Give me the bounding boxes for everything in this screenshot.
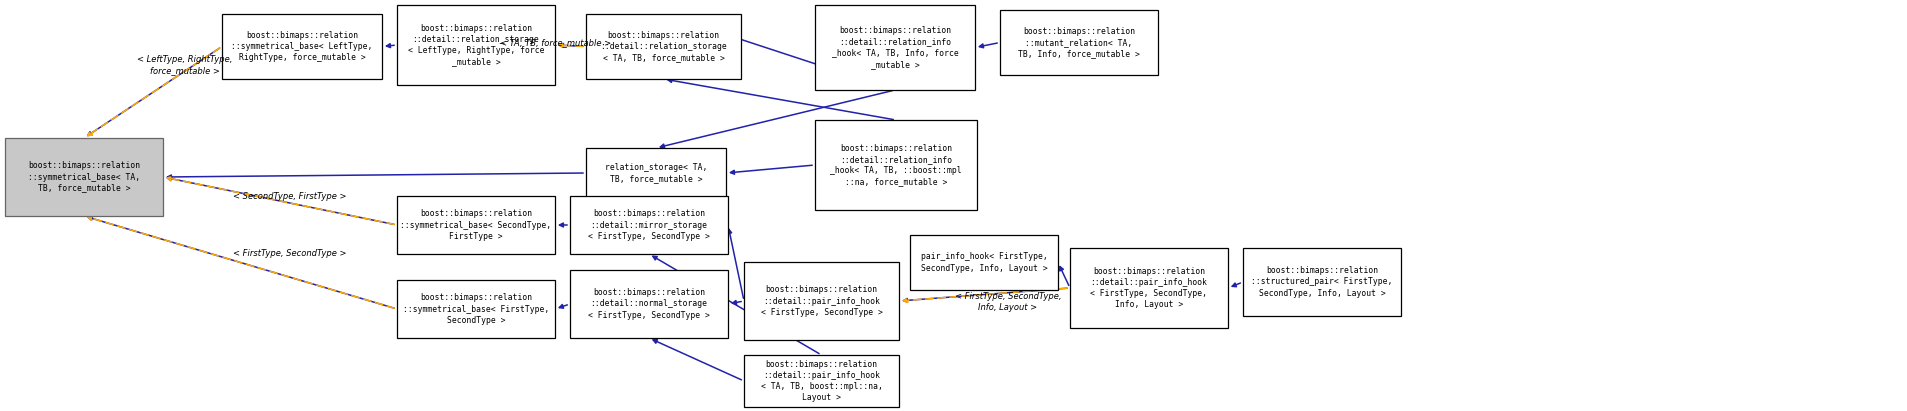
FancyBboxPatch shape xyxy=(910,235,1058,290)
Text: < TA, TB, force_mutable >: < TA, TB, force_mutable > xyxy=(500,39,612,48)
Text: boost::bimaps::relation
::symmetrical_base< SecondType,
FirstType >: boost::bimaps::relation ::symmetrical_ba… xyxy=(400,209,551,240)
FancyBboxPatch shape xyxy=(814,5,974,90)
FancyBboxPatch shape xyxy=(744,355,898,407)
Text: < LeftType, RightType,
force_mutable >: < LeftType, RightType, force_mutable > xyxy=(137,55,233,75)
FancyBboxPatch shape xyxy=(1070,248,1228,328)
FancyBboxPatch shape xyxy=(221,14,381,79)
Text: boost::bimaps::relation
::symmetrical_base< FirstType,
SecondType >: boost::bimaps::relation ::symmetrical_ba… xyxy=(402,293,549,325)
Text: boost::bimaps::relation
::detail::relation_info
_hook< TA, TB, ::boost::mpl
::na: boost::bimaps::relation ::detail::relati… xyxy=(830,144,961,186)
Text: boost::bimaps::relation
::mutant_relation< TA,
TB, Info, force_mutable >: boost::bimaps::relation ::mutant_relatio… xyxy=(1018,27,1138,58)
Text: boost::bimaps::relation
::detail::mirror_storage
< FirstType, SecondType >: boost::bimaps::relation ::detail::mirror… xyxy=(587,209,709,240)
Text: pair_info_hook< FirstType,
SecondType, Info, Layout >: pair_info_hook< FirstType, SecondType, I… xyxy=(921,252,1047,272)
Text: boost::bimaps::relation
::symmetrical_base< TA,
TB, force_mutable >: boost::bimaps::relation ::symmetrical_ba… xyxy=(29,162,139,193)
Text: < FirstType, SecondType >: < FirstType, SecondType > xyxy=(233,249,347,259)
FancyBboxPatch shape xyxy=(585,14,740,79)
FancyBboxPatch shape xyxy=(999,10,1158,75)
FancyBboxPatch shape xyxy=(814,120,976,210)
Text: boost::bimaps::relation
::detail::pair_info_hook
< FirstType, SecondType,
Info, : boost::bimaps::relation ::detail::pair_i… xyxy=(1091,267,1207,309)
FancyBboxPatch shape xyxy=(585,148,727,198)
Text: boost::bimaps::relation
::symmetrical_base< LeftType,
RightType, force_mutable >: boost::bimaps::relation ::symmetrical_ba… xyxy=(231,31,372,62)
Text: boost::bimaps::relation
::detail::normal_storage
< FirstType, SecondType >: boost::bimaps::relation ::detail::normal… xyxy=(587,289,709,320)
Text: boost::bimaps::relation
::detail::relation_storage
< TA, TB, force_mutable >: boost::bimaps::relation ::detail::relati… xyxy=(601,31,727,62)
Text: < SecondType, FirstType >: < SecondType, FirstType > xyxy=(233,192,347,201)
FancyBboxPatch shape xyxy=(744,262,898,340)
FancyBboxPatch shape xyxy=(6,138,162,216)
Text: < FirstType, SecondType,
Info, Layout >: < FirstType, SecondType, Info, Layout > xyxy=(954,292,1060,312)
Text: boost::bimaps::relation
::structured_pair< FirstType,
SecondType, Info, Layout >: boost::bimaps::relation ::structured_pai… xyxy=(1251,266,1392,298)
FancyBboxPatch shape xyxy=(397,5,555,85)
FancyBboxPatch shape xyxy=(397,280,555,338)
Text: boost::bimaps::relation
::detail::pair_info_hook
< TA, TB, boost::mpl::na,
Layou: boost::bimaps::relation ::detail::pair_i… xyxy=(761,360,881,402)
Text: boost::bimaps::relation
::detail::pair_info_hook
< FirstType, SecondType >: boost::bimaps::relation ::detail::pair_i… xyxy=(761,285,881,316)
FancyBboxPatch shape xyxy=(570,270,728,338)
FancyBboxPatch shape xyxy=(397,196,555,254)
Text: boost::bimaps::relation
::detail::relation_storage
< LeftType, RightType, force
: boost::bimaps::relation ::detail::relati… xyxy=(408,24,543,66)
Text: relation_storage< TA,
TB, force_mutable >: relation_storage< TA, TB, force_mutable … xyxy=(605,163,707,183)
Text: boost::bimaps::relation
::detail::relation_info
_hook< TA, TB, Info, force
_muta: boost::bimaps::relation ::detail::relati… xyxy=(831,26,957,69)
FancyBboxPatch shape xyxy=(570,196,728,254)
FancyBboxPatch shape xyxy=(1241,248,1400,316)
